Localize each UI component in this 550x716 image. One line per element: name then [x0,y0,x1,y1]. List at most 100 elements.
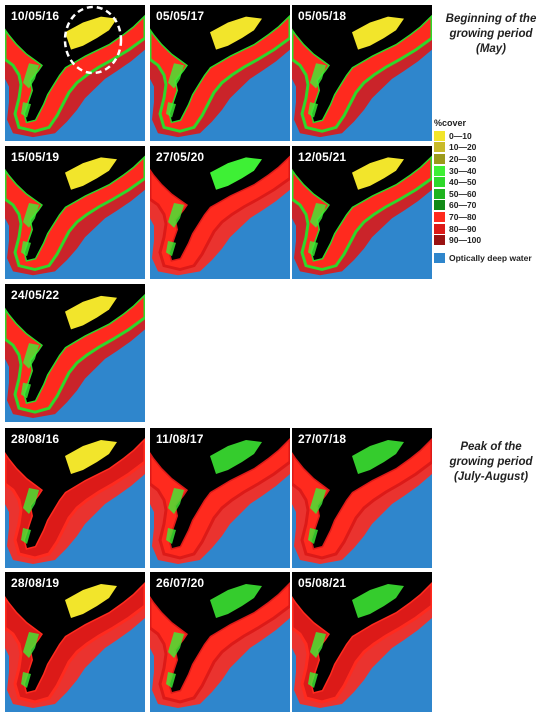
legend-label: 70—80 [449,211,477,222]
panel-date: 26/07/20 [156,576,205,590]
cover-patch [23,632,39,658]
cover-patch [308,102,318,118]
cover-patch [352,584,404,618]
may-annotation-line: (May) [475,43,507,55]
seagrass-map [5,5,145,141]
cover-patch [308,241,318,257]
legend-label: 20—30 [449,153,477,164]
legend-swatch [434,211,445,222]
legend-item: 60—70 [434,200,546,212]
cover-patch [65,295,117,330]
seagrass-map [150,428,290,568]
panel-date: 28/08/16 [11,432,60,446]
cover-patch [210,16,262,50]
may-annotation-line: growing period [449,28,533,40]
cover-band-outer [5,606,145,708]
seagrass-map [5,146,145,279]
map-panel-may-6: 12/05/21 [292,146,432,279]
cover-patch [65,157,117,190]
seagrass-map [150,146,290,279]
legend-swatch [434,153,445,164]
seagrass-map [5,572,145,712]
peak-annotation: Peak of the growing period (July-August) [436,440,546,485]
cover-patch [352,16,404,50]
land-mass [292,428,432,548]
cover-patch [168,203,184,228]
panel-date: 15/05/19 [11,150,60,164]
panel-date: 11/08/17 [156,432,204,446]
legend-label: Optically deep water [449,252,532,263]
legend-swatch [434,142,445,153]
cover-band-outer [5,178,145,276]
land-mass [5,428,145,548]
land-mass [5,146,145,260]
seagrass-map [292,572,432,712]
peak-annotation-line: Peak of the [460,441,522,453]
cover-patch [308,528,318,544]
legend-rows: 0—10 10—20 20—30 30—40 40—50 50—60 60—70 70—80 8… [434,130,546,246]
map-panel-may-4: 15/05/19 [5,146,145,279]
cover-patch [166,241,176,257]
panel-date: 12/05/21 [298,150,347,164]
land-mass [150,428,290,548]
legend-swatch [434,177,445,188]
map-panel-peak-1: 28/08/16 [5,428,145,568]
cover-patch [210,157,262,190]
cover-patch [23,343,39,369]
cover-patch [310,632,326,658]
legend-item: 20—30 [434,153,546,165]
cover-patch [166,102,176,118]
legend-swatch [434,165,445,176]
land-mass [5,572,145,692]
legend-swatch [434,188,445,199]
map-panel-peak-3: 27/07/18 [292,428,432,568]
seagrass-map [292,428,432,568]
cover-patch [308,672,318,688]
map-panel-peak-6: 05/08/21 [292,572,432,712]
legend-label: 0—10 [449,130,472,141]
cover-band-outer [5,462,145,564]
map-panel-may-2: 05/05/17 [150,5,290,141]
legend-label: 60—70 [449,200,477,211]
cover-band-outer [150,38,290,138]
cover-band-outer [292,178,432,276]
cover-patch [352,157,404,190]
cover-patch [65,440,117,474]
legend-item: 50—60 [434,188,546,200]
panel-date: 05/08/21 [298,576,347,590]
cover-patch [23,63,39,89]
panel-date: 28/08/19 [11,576,60,590]
legend-label: 10—20 [449,142,477,153]
legend-swatch [434,223,445,234]
cover-patch [168,63,184,89]
legend-item: 0—10 [434,130,546,142]
cover-patch [310,63,326,89]
cover-patch [21,528,31,544]
panel-date: 05/05/17 [156,9,205,23]
legend-label: 50—60 [449,188,477,199]
legend-swatch [434,130,445,141]
cover-patch [352,440,404,474]
legend-label: 80—90 [449,223,477,234]
cover-patch [65,584,117,618]
peak-annotation-line: (July-August) [453,471,529,483]
peak-annotation-line: growing period [449,456,533,468]
map-panel-peak-5: 26/07/20 [150,572,290,712]
map-panel-peak-4: 28/08/19 [5,572,145,712]
legend-item: 30—40 [434,165,546,177]
legend-swatch [434,235,445,246]
may-annotation-line: Beginning of the [445,13,537,25]
cover-band-outer [150,178,290,276]
legend-item: 70—80 [434,211,546,223]
legend-item: 80—90 [434,223,546,235]
cover-legend: %cover 0—10 10—20 20—30 30—40 40—50 50—60 60—7… [434,118,546,264]
panel-date: 27/05/20 [156,150,205,164]
land-mass [150,146,290,260]
cover-patch [23,203,39,228]
cover-patch [310,488,326,514]
cover-patch [210,440,262,474]
map-panel-may-1: 10/05/16 [5,5,145,141]
cover-band-outer [292,38,432,138]
map-panel-may-7: 24/05/22 [5,284,145,422]
land-mass [150,572,290,692]
